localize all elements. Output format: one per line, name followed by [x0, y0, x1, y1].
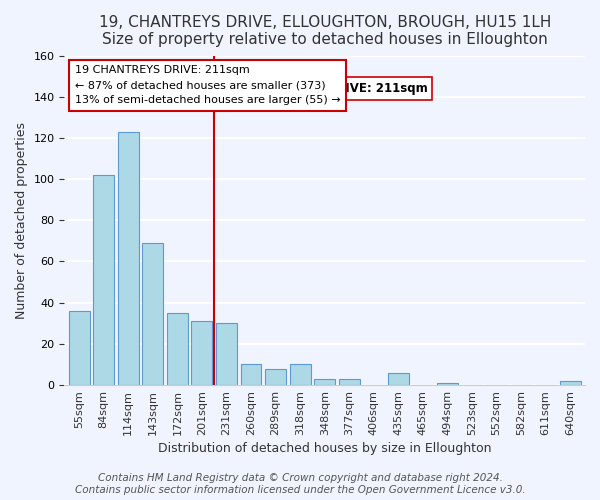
Bar [241, 364, 262, 385]
Bar [560, 381, 581, 385]
Y-axis label: Number of detached properties: Number of detached properties [15, 122, 28, 319]
Bar [339, 379, 359, 385]
Title: 19, CHANTREYS DRIVE, ELLOUGHTON, BROUGH, HU15 1LH
Size of property relative to d: 19, CHANTREYS DRIVE, ELLOUGHTON, BROUGH,… [98, 15, 551, 48]
Text: 19 CHANTREYS DRIVE: 211sqm
← 87% of detached houses are smaller (373)
13% of sem: 19 CHANTREYS DRIVE: 211sqm ← 87% of deta… [75, 66, 340, 105]
Bar [167, 313, 188, 385]
X-axis label: Distribution of detached houses by size in Elloughton: Distribution of detached houses by size … [158, 442, 491, 455]
Bar [437, 383, 458, 385]
Bar [216, 324, 237, 385]
Bar [142, 243, 163, 385]
Bar [191, 321, 212, 385]
Text: Contains HM Land Registry data © Crown copyright and database right 2024.
Contai: Contains HM Land Registry data © Crown c… [74, 474, 526, 495]
Bar [290, 364, 311, 385]
Bar [265, 368, 286, 385]
Bar [118, 132, 139, 385]
Text: 19 CHANTREYS DRIVE: 211sqm: 19 CHANTREYS DRIVE: 211sqm [222, 82, 428, 95]
Bar [69, 311, 89, 385]
Bar [388, 372, 409, 385]
Bar [314, 379, 335, 385]
Bar [93, 175, 114, 385]
